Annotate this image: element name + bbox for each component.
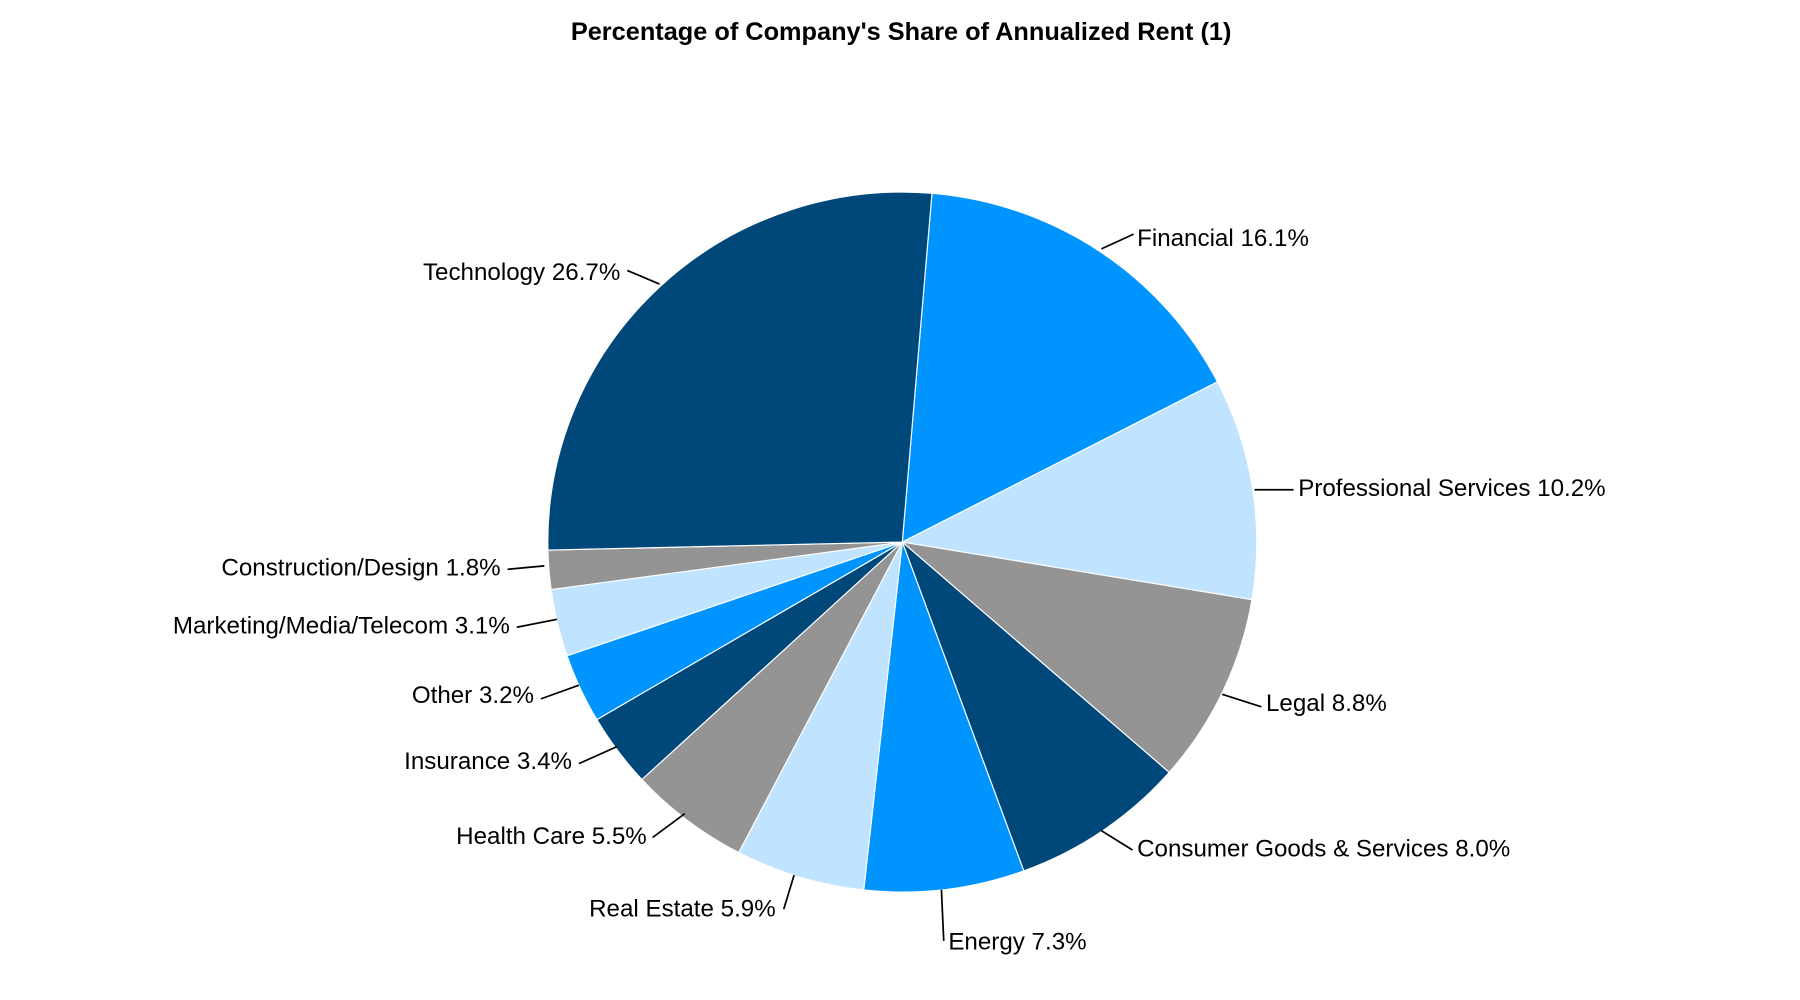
data-label: Energy 7.3% (948, 929, 1086, 956)
chart-title: Percentage of Company's Share of Annuali… (571, 18, 1232, 46)
pie-slice-legal (900, 541, 1253, 774)
leader-line (1100, 829, 1133, 851)
leader-line (652, 812, 686, 839)
pie-slice-professional-services (900, 381, 1258, 601)
leader-line (507, 565, 545, 571)
data-label: Professional Services 10.2% (1298, 475, 1605, 502)
data-label: Health Care 5.5% (456, 823, 647, 850)
leader-line (1221, 693, 1262, 708)
leader-line (626, 269, 660, 285)
pie-slices (547, 191, 1258, 893)
data-label: Real Estate 5.9% (589, 896, 776, 923)
data-label: Legal 8.8% (1266, 690, 1387, 717)
data-label: Construction/Design 1.8% (221, 555, 500, 582)
data-label: Consumer Goods & Services 8.0% (1137, 835, 1510, 862)
leader-line (782, 874, 795, 910)
pie-slice-energy (863, 541, 1025, 893)
pie-labels: Financial 16.1% Professional Services 10.… (173, 225, 1606, 955)
leader-line (516, 618, 558, 629)
pie-slice-financial (901, 192, 1219, 544)
data-label: Marketing/Media/Telecom 3.1% (173, 613, 510, 640)
leader-line (1101, 233, 1134, 250)
pie-slice-technology (547, 191, 933, 551)
leader-line (940, 889, 945, 941)
leader-line (578, 745, 618, 765)
pie-slice-real-estate (737, 541, 903, 891)
data-label: Financial 16.1% (1137, 225, 1309, 252)
leader-line (540, 684, 580, 700)
data-label: Insurance 3.4% (404, 748, 572, 775)
data-label: Technology 26.7% (423, 259, 620, 286)
data-label: Other 3.2% (412, 682, 534, 709)
